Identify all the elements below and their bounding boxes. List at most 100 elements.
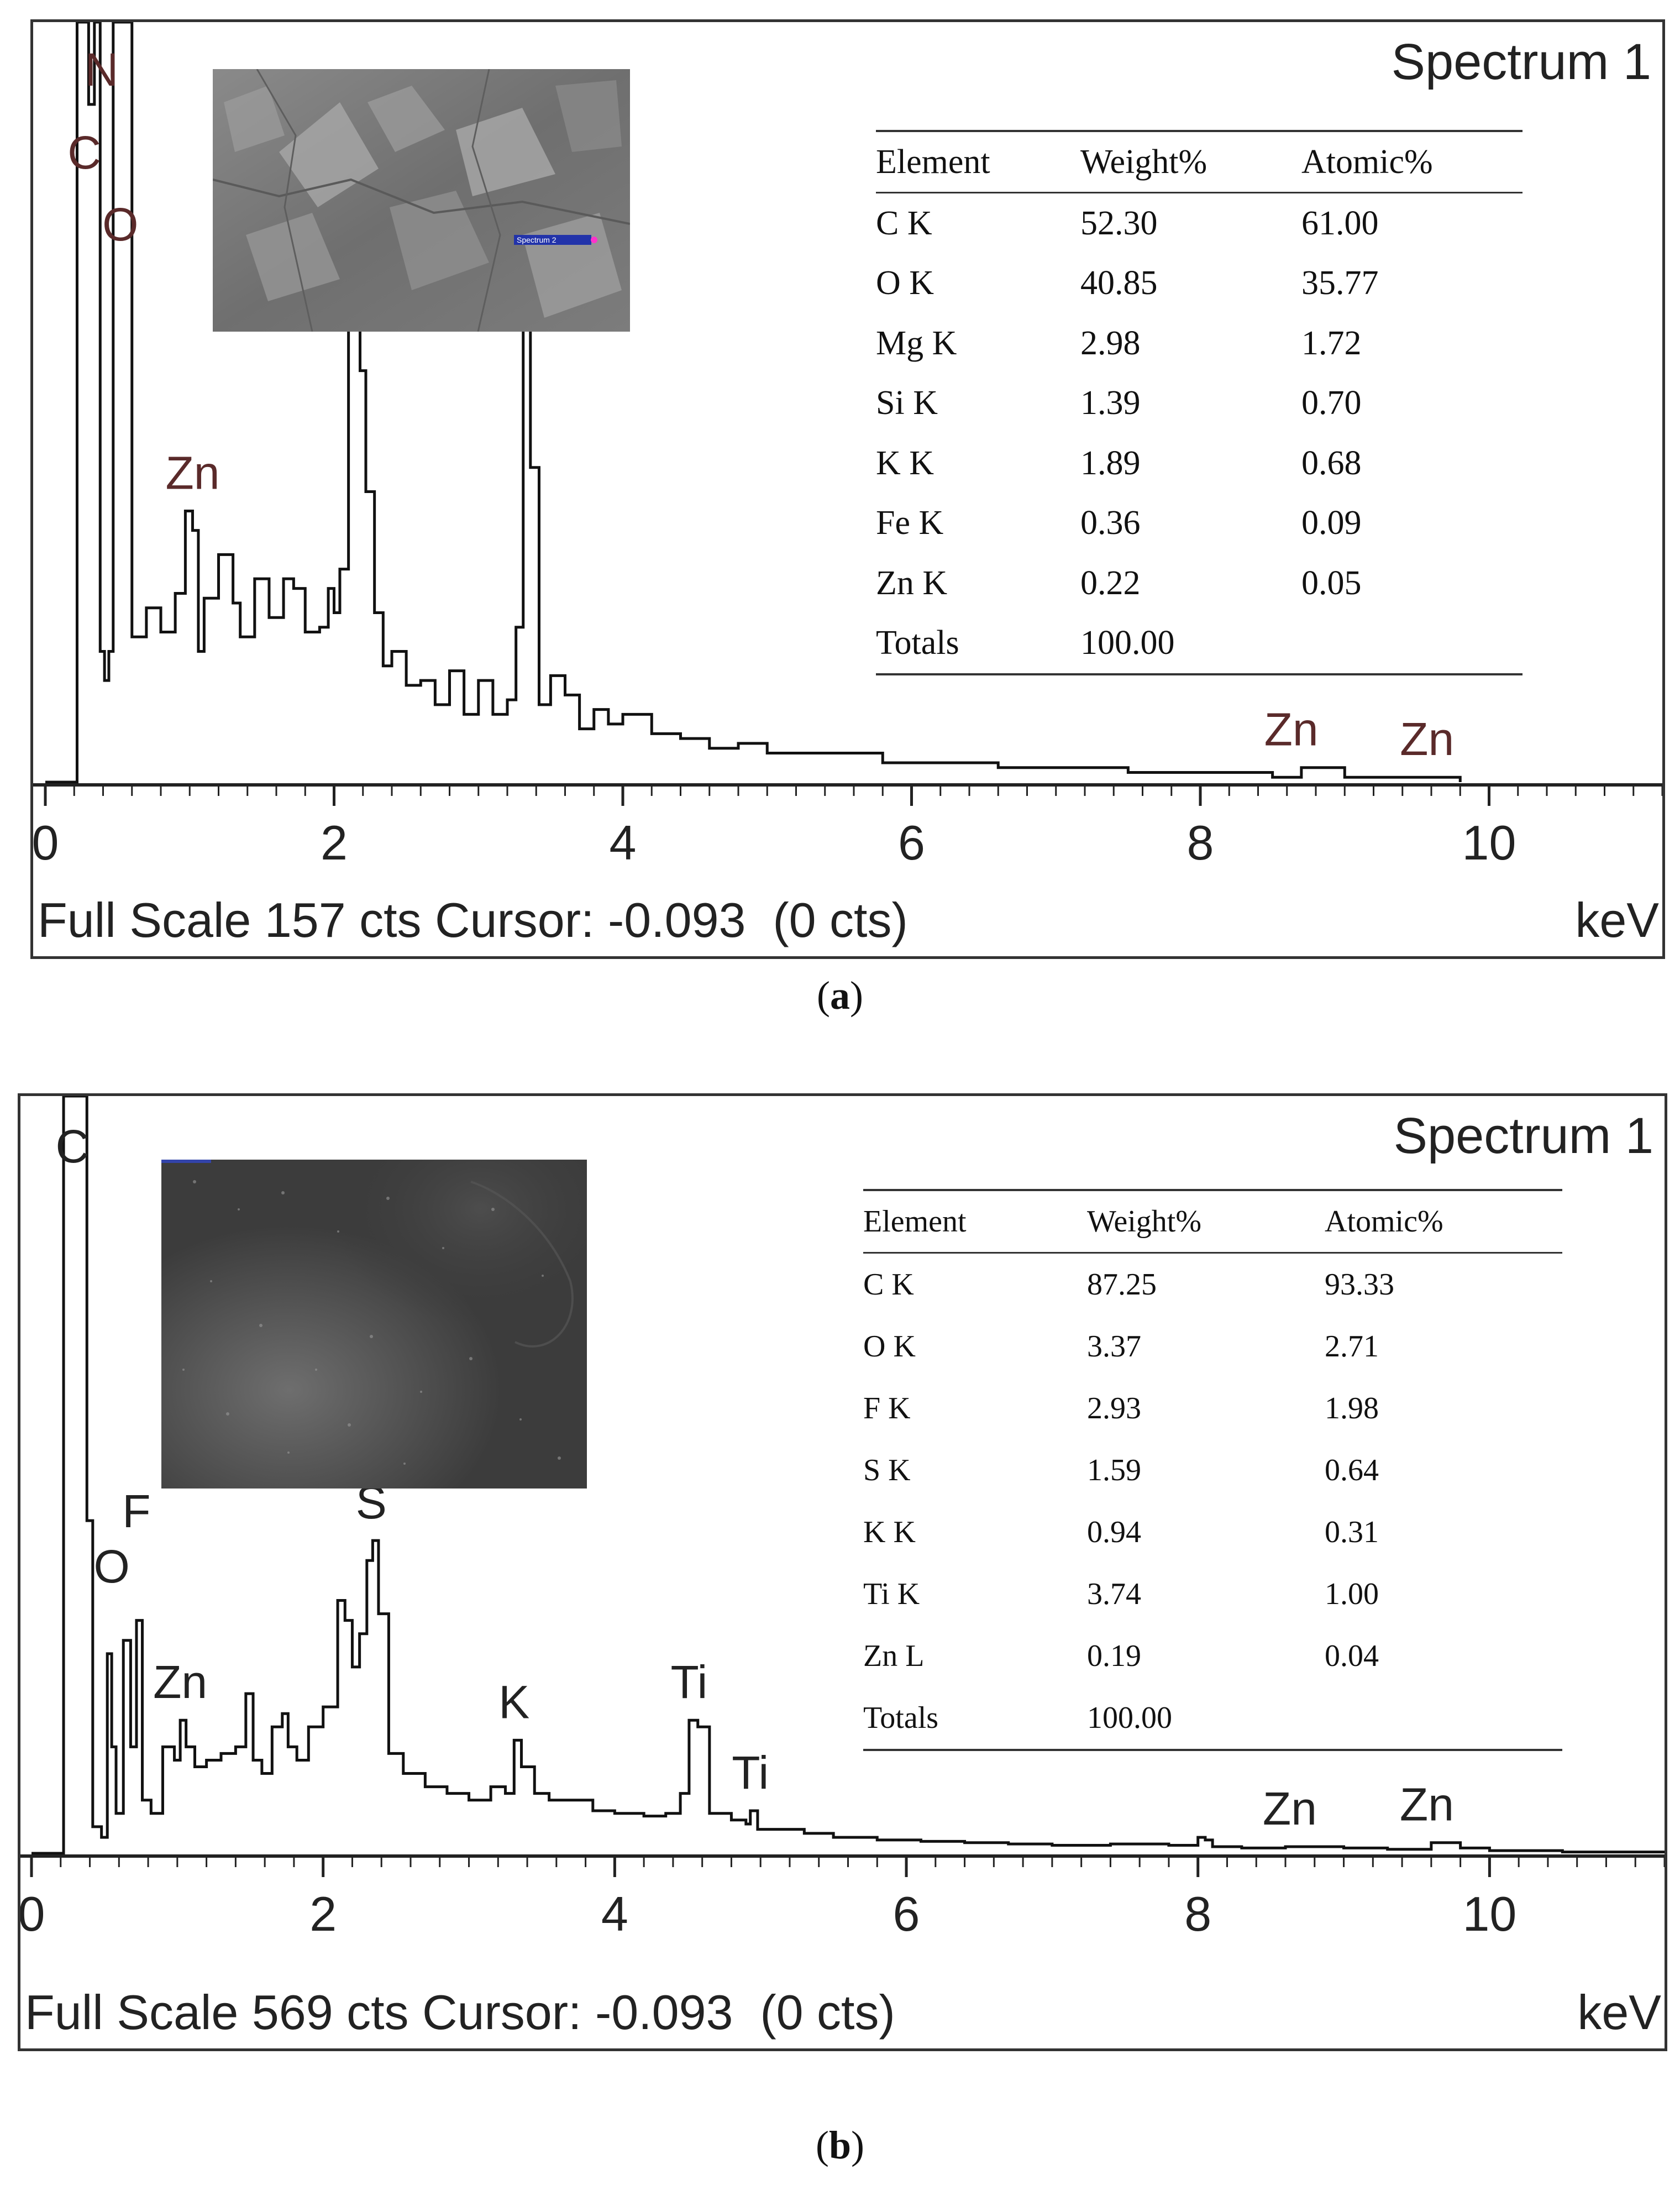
- table-cell: Fe K: [876, 504, 944, 542]
- x-tick-label: 4: [610, 815, 637, 870]
- column-header: Weight%: [1087, 1190, 1325, 1254]
- x-tick-label: 4: [601, 1886, 628, 1941]
- table-cell: C K: [863, 1267, 914, 1302]
- peak-label: C: [67, 127, 101, 179]
- spectrum-plot-a: 0246810NCOZnKZnZn: [33, 22, 1662, 870]
- column-header: Weight%: [1080, 131, 1301, 193]
- table-cell: 1.89: [1080, 444, 1141, 482]
- table-row: Totals 100.00: [863, 1687, 1562, 1750]
- table-cell: 0.94: [1087, 1515, 1141, 1549]
- table-cell: 93.33: [1325, 1267, 1394, 1302]
- peak-label: Zn: [165, 447, 219, 499]
- table-cell: 0.36: [1080, 504, 1141, 542]
- column-header: Element: [876, 131, 1080, 193]
- sem-micrograph-image: [161, 1160, 587, 1489]
- spectrum-title: Spectrum 1: [1391, 34, 1651, 90]
- peak-label: Ti: [670, 1656, 707, 1708]
- table-cell: 0.70: [1301, 384, 1362, 422]
- table-cell: 0.09: [1301, 504, 1362, 542]
- table-row: K K 1.89 0.68: [876, 433, 1523, 494]
- x-tick-label: 6: [893, 1886, 920, 1941]
- peak-label: Zn: [1264, 704, 1319, 756]
- table-cell: 2.98: [1080, 324, 1141, 362]
- spectrum-panel-a: 0246810NCOZnKZnZn Spectrum 1: [30, 19, 1665, 959]
- x-axis-unit: keV: [1575, 893, 1659, 947]
- table-row: Fe K 0.36 0.09: [876, 494, 1523, 554]
- table-row: Zn L 0.19 0.04: [863, 1625, 1562, 1687]
- sem-micrograph-image: Spectrum 2: [213, 69, 630, 332]
- peak-label: K: [498, 1676, 529, 1728]
- table-cell: C K: [876, 204, 932, 242]
- table-row: C K 52.30 61.00: [876, 193, 1523, 254]
- table-row: Zn K 0.22 0.05: [876, 553, 1523, 614]
- x-tick-label: 0: [20, 1886, 45, 1941]
- x-tick-label: 8: [1184, 1886, 1211, 1941]
- column-header: Element: [863, 1190, 1087, 1254]
- table-row: K K 0.94 0.31: [863, 1501, 1562, 1563]
- x-tick-label: 10: [1462, 1886, 1516, 1941]
- peak-label: Ti: [732, 1747, 769, 1799]
- table-row: F K 2.93 1.98: [863, 1377, 1562, 1439]
- table-cell: O K: [863, 1329, 916, 1364]
- table-header-row: Element Weight% Atomic%: [863, 1190, 1562, 1254]
- peak-label: Zn: [1263, 1783, 1317, 1835]
- table-cell: 1.72: [1301, 324, 1362, 362]
- table-cell: [1325, 1687, 1562, 1750]
- column-header: Atomic%: [1301, 131, 1523, 193]
- table-cell: Zn L: [863, 1639, 925, 1673]
- table-cell: 35.77: [1301, 264, 1379, 302]
- peak-label: F: [122, 1485, 150, 1537]
- peak-label: Zn: [1400, 713, 1454, 765]
- table-cell: 0.22: [1080, 564, 1141, 602]
- full-scale-readout: Full Scale 157 cts Cursor: -0.093 (0 cts…: [38, 893, 908, 947]
- table-cell: Ti K: [863, 1577, 920, 1611]
- table-cell: 100.00: [1087, 1701, 1172, 1735]
- table-row: Ti K 3.74 1.00: [863, 1563, 1562, 1625]
- peak-label: N: [85, 44, 119, 96]
- figure-caption-b: (b): [815, 2123, 864, 2167]
- x-tick-label: 6: [898, 815, 925, 870]
- peak-label: C: [56, 1120, 90, 1172]
- x-tick-label: 0: [33, 815, 59, 870]
- spectrum-line: [32, 1096, 1665, 1855]
- table-cell: 87.25: [1087, 1267, 1157, 1302]
- peak-label: O: [93, 1540, 129, 1592]
- table-cell: F K: [863, 1391, 911, 1425]
- table-cell: K K: [863, 1515, 916, 1549]
- sem-inset-label: Spectrum 2: [517, 235, 556, 244]
- table-cell: [1301, 614, 1523, 675]
- table-cell: 1.59: [1087, 1453, 1141, 1487]
- full-scale-readout: Full Scale 569 cts Cursor: -0.093 (0 cts…: [25, 1985, 895, 2040]
- table-cell: 0.19: [1087, 1639, 1141, 1673]
- peak-label: O: [102, 198, 138, 250]
- peak-label: Zn: [153, 1656, 207, 1708]
- table-cell: 2.71: [1325, 1329, 1379, 1364]
- spectrum-title: Spectrum 1: [1393, 1108, 1653, 1164]
- table-cell: 61.00: [1301, 204, 1379, 242]
- table-header-row: Element Weight% Atomic%: [876, 131, 1523, 193]
- table-cell: Mg K: [876, 324, 957, 362]
- table-cell: 0.64: [1325, 1453, 1379, 1487]
- figure-caption-a: (a): [817, 973, 863, 1018]
- table-cell: Totals: [863, 1701, 939, 1735]
- table-row: C K 87.25 93.33: [863, 1253, 1562, 1316]
- table-cell: 1.39: [1080, 384, 1141, 422]
- table-row: O K 3.37 2.71: [863, 1315, 1562, 1377]
- peak-label: Zn: [1400, 1779, 1454, 1831]
- table-row: O K 40.85 35.77: [876, 254, 1523, 314]
- table-cell: 1.00: [1325, 1577, 1379, 1611]
- x-tick-label: 10: [1462, 815, 1516, 870]
- table-row: Si K 1.39 0.70: [876, 374, 1523, 434]
- x-tick-label: 2: [321, 815, 348, 870]
- table-cell: 0.68: [1301, 444, 1362, 482]
- x-tick-label: 2: [309, 1886, 337, 1941]
- table-cell: 2.93: [1087, 1391, 1141, 1425]
- table-cell: 3.74: [1087, 1577, 1141, 1611]
- table-cell: 0.05: [1301, 564, 1362, 602]
- table-cell: 40.85: [1080, 264, 1158, 302]
- table-cell: K K: [876, 444, 935, 482]
- spectrum-line: [45, 22, 1462, 784]
- table-cell: 0.31: [1325, 1515, 1379, 1549]
- table-row: Mg K 2.98 1.72: [876, 313, 1523, 374]
